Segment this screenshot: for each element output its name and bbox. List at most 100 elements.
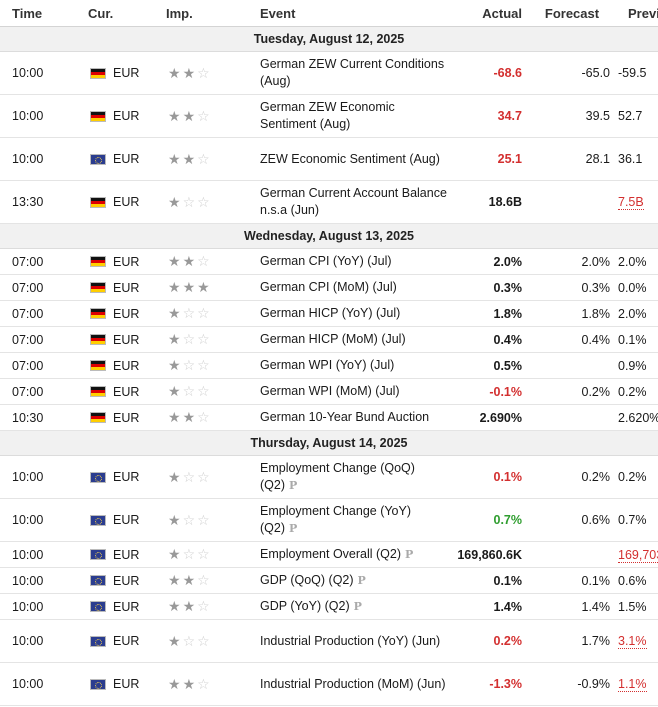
header-event[interactable]: Event [256, 0, 450, 27]
event-name[interactable]: German HICP (MoM) (Jul) [256, 326, 450, 353]
event-actual: 0.1% [450, 455, 528, 499]
event-actual: 0.5% [450, 352, 528, 379]
header-currency[interactable]: Cur. [76, 0, 158, 27]
event-name[interactable]: German ZEW Current Conditions (Aug) [256, 51, 450, 95]
event-row[interactable]: 10:00 EUR ★☆☆ Employment Change (QoQ) (Q2)… [0, 455, 658, 499]
event-row[interactable]: 13:30 EUR ★☆☆ German Current Account Balan… [0, 180, 658, 224]
currency-wrap: EUR [76, 333, 158, 347]
event-row[interactable]: 10:00 EUR ★★☆ Industrial Production (MoM) … [0, 662, 658, 706]
germany-flag-icon [90, 67, 106, 79]
event-title[interactable]: German HICP (YoY) (Jul) [260, 306, 401, 320]
star-icon: ☆ [197, 305, 212, 321]
event-name[interactable]: Employment Overall (Q2) P [256, 541, 450, 568]
event-row[interactable]: 10:30 EUR ★★☆ German 10-Year Bund Auction 2… [0, 404, 658, 431]
event-title[interactable]: German ZEW Current Conditions (Aug) [260, 57, 445, 88]
revised-previous-value[interactable]: 1.1% [618, 677, 647, 692]
currency-code: EUR [113, 410, 140, 425]
event-title[interactable]: Employment Overall (Q2) [260, 547, 402, 561]
event-name[interactable]: German HICP (YoY) (Jul) [256, 300, 450, 327]
event-row[interactable]: 07:00 EUR ★☆☆ German HICP (YoY) (Jul) 1.8% 1… [0, 300, 658, 327]
star-icon: ☆ [182, 546, 198, 562]
revised-previous-value[interactable]: 7.5B [618, 195, 644, 210]
event-time: 10:30 [0, 404, 76, 431]
importance-stars: ★★☆ [158, 151, 212, 167]
revised-previous-value[interactable]: 3.1% [618, 634, 647, 649]
event-name[interactable]: German CPI (YoY) (Jul) [256, 248, 450, 275]
currency-wrap: EUR [76, 411, 158, 425]
event-title[interactable]: GDP (YoY) (Q2) [260, 599, 350, 613]
event-importance: ★☆☆ [158, 455, 256, 499]
event-row[interactable]: 10:00 EUR ★☆☆ Employment Change (YoY) (Q2)… [0, 498, 658, 542]
importance-stars: ★☆☆ [158, 633, 212, 649]
event-name[interactable]: Employment Change (YoY) (Q2) P [256, 498, 450, 542]
revised-previous-value[interactable]: 169,703.6K [618, 547, 658, 563]
event-name[interactable]: German WPI (MoM) (Jul) [256, 378, 450, 405]
event-name[interactable]: GDP (QoQ) (Q2) P [256, 567, 450, 594]
event-title[interactable]: German Current Account Balance n.s.a (Ju… [260, 186, 447, 217]
header-actual[interactable]: Actual [450, 0, 528, 27]
importance-stars: ★☆☆ [158, 546, 212, 562]
event-row[interactable]: 10:00 EUR ★☆☆ Industrial Production (YoY) … [0, 619, 658, 663]
event-row[interactable]: 10:00 EUR ★☆☆ Employment Overall (Q2) P 169,… [0, 541, 658, 568]
event-name[interactable]: Industrial Production (YoY) (Jun) [256, 619, 450, 663]
star-icon: ☆ [197, 511, 212, 528]
event-row[interactable]: 10:00 EUR ★★☆ German ZEW Economic Sentimen… [0, 94, 658, 138]
event-title[interactable]: German HICP (MoM) (Jul) [260, 332, 406, 346]
event-forecast: 1.4% [528, 593, 618, 620]
event-row[interactable]: 07:00 EUR ★☆☆ German WPI (YoY) (Jul) 0.5% 0.… [0, 352, 658, 379]
event-title[interactable]: Industrial Production (MoM) (Jun) [260, 676, 446, 691]
event-previous: 2.620% [618, 404, 658, 431]
currency-wrap: EUR [76, 152, 158, 166]
event-name[interactable]: German WPI (YoY) (Jul) [256, 352, 450, 379]
event-time: 10:00 [0, 94, 76, 138]
event-title[interactable]: German 10-Year Bund Auction [260, 410, 430, 424]
event-name[interactable]: German CPI (MoM) (Jul) [256, 274, 450, 301]
importance-stars: ★★☆ [158, 676, 212, 692]
star-icon: ★ [168, 511, 183, 528]
event-title[interactable]: German WPI (YoY) (Jul) [260, 358, 395, 372]
star-icon: ★ [182, 279, 198, 295]
event-actual: -1.3% [450, 662, 528, 706]
event-title[interactable]: Industrial Production (YoY) (Jun) [260, 633, 441, 648]
event-name[interactable]: German 10-Year Bund Auction [256, 404, 450, 431]
event-title[interactable]: German ZEW Economic Sentiment (Aug) [260, 100, 395, 131]
event-title[interactable]: German CPI (YoY) (Jul) [260, 254, 392, 268]
eu-flag-icon [90, 549, 106, 560]
event-name[interactable]: Industrial Production (MoM) (Jun) [256, 662, 450, 706]
event-time: 07:00 [0, 326, 76, 353]
event-row[interactable]: 07:00 EUR ★☆☆ German HICP (MoM) (Jul) 0.4% 0… [0, 326, 658, 353]
header-forecast[interactable]: Forecast [528, 0, 618, 27]
currency-wrap: EUR [76, 255, 158, 269]
event-row[interactable]: 07:00 EUR ★★☆ German CPI (YoY) (Jul) 2.0% 2.… [0, 248, 658, 275]
event-currency: EUR [76, 274, 158, 301]
star-icon: ★ [182, 409, 198, 425]
event-name[interactable]: GDP (YoY) (Q2) P [256, 593, 450, 620]
event-actual: 18.6B [450, 180, 528, 224]
event-actual: 0.3% [450, 274, 528, 301]
event-row[interactable]: 10:00 EUR ★★☆ ZEW Economic Sentiment (Aug)… [0, 137, 658, 181]
event-title[interactable]: GDP (QoQ) (Q2) [260, 573, 354, 587]
star-icon: ☆ [197, 193, 212, 210]
event-title[interactable]: German WPI (MoM) (Jul) [260, 384, 400, 398]
event-row[interactable]: 10:00 EUR ★★☆ German ZEW Current Condition… [0, 51, 658, 95]
event-title[interactable]: Employment Change (QoQ) (Q2) [260, 461, 415, 492]
event-title[interactable]: German CPI (MoM) (Jul) [260, 280, 397, 294]
germany-flag-icon [90, 412, 106, 423]
event-row[interactable]: 10:00 EUR ★★☆ GDP (QoQ) (Q2) P 0.1% 0.1% 0.6% [0, 567, 658, 594]
event-title[interactable]: Employment Change (YoY) (Q2) [260, 504, 412, 535]
event-name[interactable]: German ZEW Economic Sentiment (Aug) [256, 94, 450, 138]
event-currency: EUR [76, 378, 158, 405]
event-row[interactable]: 07:00 EUR ★☆☆ German WPI (MoM) (Jul) -0.1% 0… [0, 378, 658, 405]
event-name[interactable]: German Current Account Balance n.s.a (Ju… [256, 180, 450, 224]
header-time[interactable]: Time [0, 0, 76, 27]
event-name[interactable]: Employment Change (QoQ) (Q2) P [256, 455, 450, 499]
event-row[interactable]: 10:00 EUR ★★☆ GDP (YoY) (Q2) P 1.4% 1.4% 1.5% [0, 593, 658, 620]
header-previous[interactable]: Previous [618, 0, 658, 27]
event-title[interactable]: ZEW Economic Sentiment (Aug) [260, 151, 440, 166]
currency-code: EUR [113, 66, 140, 80]
event-importance: ★★☆ [158, 137, 256, 181]
header-importance[interactable]: Imp. [158, 0, 256, 27]
event-row[interactable]: 07:00 EUR ★★★ German CPI (MoM) (Jul) 0.3% 0.… [0, 274, 658, 301]
event-name[interactable]: ZEW Economic Sentiment (Aug) [256, 137, 450, 181]
event-time: 10:00 [0, 455, 76, 499]
